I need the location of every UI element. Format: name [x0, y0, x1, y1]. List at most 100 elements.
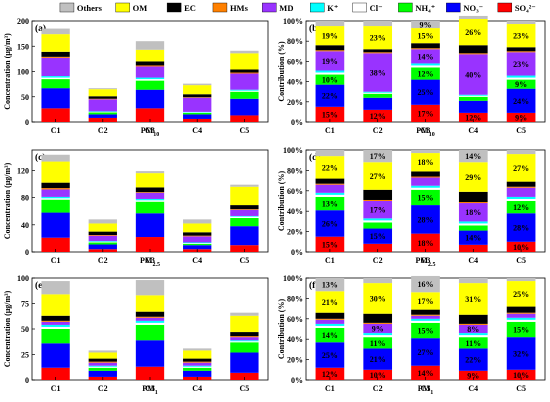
bar-segment-cl	[411, 65, 440, 68]
bar-segment-om	[183, 223, 212, 233]
bar-segment-hms	[411, 314, 440, 316]
bar-segment-hms	[458, 323, 488, 325]
bar-segment-md	[458, 54, 488, 95]
bar-segment-others	[135, 280, 165, 296]
bar-segment-hms	[230, 336, 259, 338]
bar-segment-ec	[458, 191, 488, 203]
bar-segment-no3	[363, 228, 393, 244]
x-tick-label: C2	[98, 256, 108, 265]
bar-segment-om	[88, 352, 117, 359]
y-tick-label: 80%	[287, 294, 303, 303]
bar-segment-ec	[183, 358, 212, 362]
bar-segment-hms	[230, 209, 259, 210]
bar-segment-om	[411, 28, 440, 44]
bar-segment-others	[41, 281, 70, 295]
bar-segment-hms	[183, 97, 212, 98]
panel-e: 0 25 50 75 100 Concentration (μg/m³) (e) C1 C2 C3…	[3, 274, 269, 396]
x-tick-label: C5	[516, 384, 526, 393]
bar-segment-others	[411, 150, 440, 154]
bar-segment-ec	[506, 47, 536, 52]
bar-segment-cl	[230, 341, 259, 343]
bar-segment-no3	[363, 348, 393, 370]
bar-segment-om	[315, 291, 345, 313]
y-tick-label: 20%	[287, 228, 303, 237]
bar-segment-md	[363, 323, 393, 334]
bar-segment-so4	[458, 370, 488, 380]
bar-segment-cl	[506, 77, 536, 80]
bar-segment-others	[41, 154, 70, 162]
bar-segment-om	[135, 295, 165, 312]
bar-segment-nh4	[458, 337, 488, 349]
legend-label-ec: EC	[184, 3, 196, 13]
bar-segment-no3	[41, 88, 70, 109]
legend-label-others: Others	[77, 3, 103, 13]
bar-segment-others	[183, 219, 212, 224]
bar-segment-nh4	[41, 79, 70, 89]
bar-segment-k	[363, 333, 393, 336]
bar-segment-no3	[458, 348, 488, 371]
bar-segment-k	[315, 192, 345, 195]
bar-segment-k	[183, 111, 212, 113]
bar-segment-k	[363, 218, 393, 221]
bar-segment-others	[230, 312, 259, 316]
bar-segment-hms	[458, 202, 488, 204]
panel-label: (e)	[35, 280, 46, 291]
y-tick-label: 50	[21, 325, 29, 334]
data-label-om: 29%	[465, 173, 481, 182]
y-axis-label: Concentration (μg/m³)	[3, 33, 12, 110]
bar-segment-so4	[506, 241, 536, 252]
y-tick-label: 100	[17, 68, 29, 77]
bar-segment-others	[363, 21, 393, 27]
bar-segment-others	[315, 150, 345, 157]
bar-segment-hms	[458, 53, 488, 55]
bar-segment-om	[135, 173, 165, 188]
bar-segment-others	[363, 150, 393, 163]
bar-segment-om	[315, 26, 345, 46]
bar-segment-hms	[41, 56, 70, 58]
y-tick-label: 40%	[287, 207, 303, 216]
data-label-no3: 32%	[513, 349, 529, 358]
legend-label-no3: NO₃⁻	[463, 3, 483, 13]
bar-segment-hms	[506, 51, 536, 53]
bar-segment-so4	[315, 106, 345, 122]
bar-segment-k	[506, 196, 536, 199]
legend-label-nh4: NH₄⁺	[415, 3, 435, 13]
x-tick-label: C5	[240, 126, 250, 135]
data-label-so4: 10%	[513, 371, 529, 380]
bar-segment-k	[183, 365, 212, 367]
x-tick-label: C4	[468, 126, 478, 135]
bar-segment-md	[88, 235, 117, 242]
bar-segment-cl	[183, 243, 212, 244]
y-tick-label: 0%	[291, 118, 303, 127]
bar-segment-cl	[411, 187, 440, 190]
bar-segment-nh4	[88, 367, 117, 371]
bar-segment-md	[315, 319, 345, 324]
data-label-md: 9%	[372, 324, 384, 333]
y-tick-label: 120	[17, 166, 29, 175]
data-label-no3: 15%	[370, 232, 386, 241]
data-label-no3: 28%	[513, 224, 529, 233]
x-tick-label: C4	[468, 384, 478, 393]
data-label-nh4: 12%	[513, 203, 529, 212]
bar-segment-nh4	[506, 201, 536, 214]
x-tick-label: C4	[192, 256, 202, 265]
bar-segment-ec	[230, 332, 259, 337]
bar-segment-k	[135, 320, 165, 323]
data-label-om: 21%	[322, 298, 338, 307]
bar-segment-k	[135, 77, 165, 80]
y-tick-label: 40%	[287, 78, 303, 87]
x-tick-label: C4	[192, 126, 202, 135]
bar-segment-ec	[230, 205, 259, 210]
bar-segment-om	[506, 281, 536, 307]
bar-segment-nh4	[230, 342, 259, 353]
bar-segment-hms	[135, 65, 165, 67]
bar-segment-others	[458, 278, 488, 284]
bar-segment-ec	[230, 69, 259, 73]
bar-segment-hms	[363, 322, 393, 324]
bar-segment-nh4	[315, 74, 345, 85]
bar-segment-hms	[88, 361, 117, 363]
bar-segment-ec	[315, 178, 345, 184]
bar-segment-md	[183, 97, 212, 112]
panel-c: 0 40 80 120 Concentration (μg/m³) (c) C1 C2 C3 C4…	[3, 149, 269, 268]
y-tick-label: 0	[25, 118, 29, 127]
